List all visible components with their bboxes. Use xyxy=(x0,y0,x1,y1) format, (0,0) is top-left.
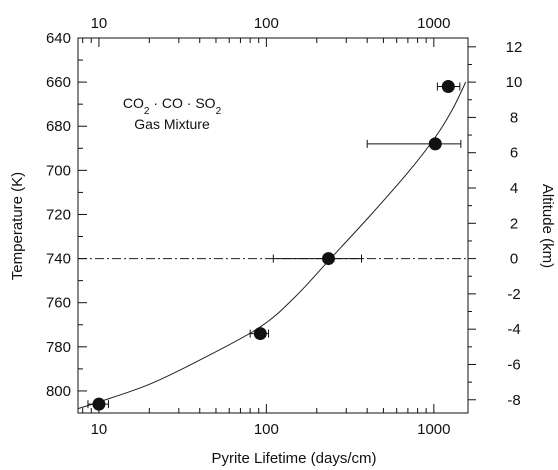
x-axis-title: Pyrite Lifetime (days/cm) xyxy=(211,450,376,467)
x-tick-label: 1000 xyxy=(417,421,450,438)
y-tick-label: 700 xyxy=(46,162,71,179)
plot-border xyxy=(77,37,469,414)
y-tick-label: 680 xyxy=(46,118,71,135)
y2-tick-label: -8 xyxy=(507,392,520,409)
y-tick-label: 760 xyxy=(46,295,71,312)
marker-2 xyxy=(253,327,267,341)
data-points-group xyxy=(87,80,462,411)
y2-axis-title: Altitude (km) xyxy=(539,184,556,268)
annotation-line-2: Gas Mixture xyxy=(134,116,210,132)
fit-curve xyxy=(77,81,467,410)
x-tick-label: 10 xyxy=(91,421,108,438)
y2-tick-label: 0 xyxy=(510,251,518,268)
y2-tick-label: -6 xyxy=(507,356,520,373)
y-tick-label: 720 xyxy=(46,206,71,223)
y2-tick-label: -4 xyxy=(507,321,520,338)
y2-tick-label: -2 xyxy=(507,286,520,303)
y2-tick-label: 8 xyxy=(510,109,518,126)
data-point-4 xyxy=(366,137,462,151)
marker-3 xyxy=(322,252,336,266)
annotation-line-1: CO2 · CO · SO2 xyxy=(123,95,222,117)
y-tick-label: 660 xyxy=(46,74,71,91)
y2-tick-label: 10 xyxy=(506,74,523,91)
y-axis-title: Temperature (K) xyxy=(9,172,26,280)
top-x-tick-label: 1000 xyxy=(417,15,450,32)
top-x-tick-label: 100 xyxy=(254,15,279,32)
y-tick-label: 740 xyxy=(46,251,71,268)
y2-tick-label: 2 xyxy=(510,215,518,232)
ticks-group xyxy=(78,37,476,414)
data-point-2 xyxy=(249,327,270,341)
fit-curve-group xyxy=(77,81,467,410)
marker-4 xyxy=(428,137,442,151)
y-tick-label: 800 xyxy=(46,383,71,400)
x-tick-label: 100 xyxy=(254,421,279,438)
data-point-3 xyxy=(272,252,363,266)
plot-frame xyxy=(77,37,469,414)
y2-tick-label: 6 xyxy=(510,145,518,162)
y-tick-label: 640 xyxy=(46,30,71,47)
y2-tick-label: 4 xyxy=(510,180,518,197)
y-tick-label: 780 xyxy=(46,339,71,356)
y2-tick-label: 12 xyxy=(506,39,523,56)
data-point-5 xyxy=(436,80,461,94)
top-x-tick-label: 10 xyxy=(91,15,108,32)
marker-5 xyxy=(441,80,455,94)
